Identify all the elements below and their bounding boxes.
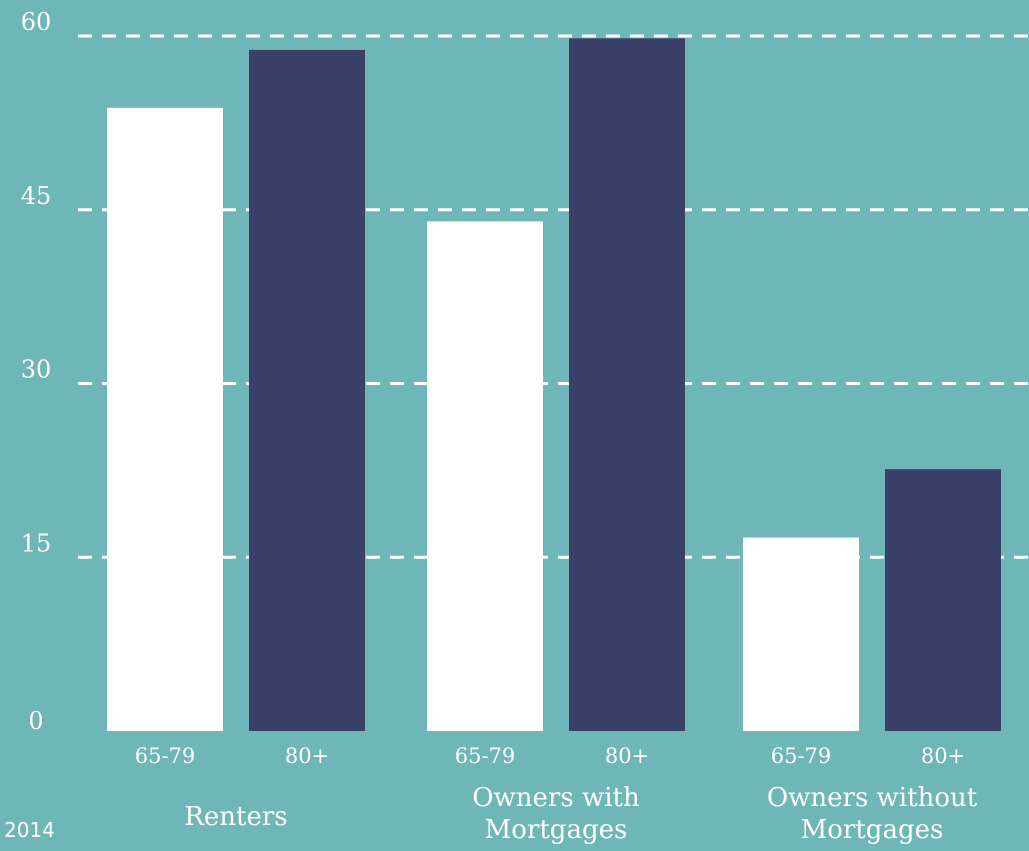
footnote-year: 2014 <box>4 818 55 842</box>
x-category-label: 65-79 <box>455 744 516 768</box>
bar-group1-65-79 <box>427 221 543 732</box>
y-tick-label: 45 <box>21 182 52 210</box>
x-category-label: 80+ <box>605 744 649 768</box>
x-category-label: 80+ <box>921 744 965 768</box>
group-label: Renters <box>184 802 287 832</box>
group-label: Owners without <box>767 783 978 813</box>
gridlines <box>78 34 1029 559</box>
y-tick-label: 30 <box>21 356 52 384</box>
bar-group0-80plus <box>249 49 365 731</box>
bar-group2-65-79 <box>743 537 859 731</box>
bar-group2-80plus <box>885 469 1001 731</box>
x-category-label: 65-79 <box>135 744 196 768</box>
x-category-label: 80+ <box>285 744 329 768</box>
group-label: Mortgages <box>485 815 628 845</box>
bar-group1-80plus <box>569 38 685 732</box>
group-label: Mortgages <box>801 815 944 845</box>
y-tick-label: 0 <box>28 707 43 735</box>
x-category-label: 65-79 <box>771 744 832 768</box>
y-axis-ticks: 0 15 30 45 60 <box>21 8 52 735</box>
y-tick-label: 60 <box>21 8 52 36</box>
bar-group0-65-79 <box>107 107 223 732</box>
y-tick-label: 15 <box>21 529 52 557</box>
bars <box>107 38 1001 732</box>
group-label: Owners with <box>472 783 640 813</box>
